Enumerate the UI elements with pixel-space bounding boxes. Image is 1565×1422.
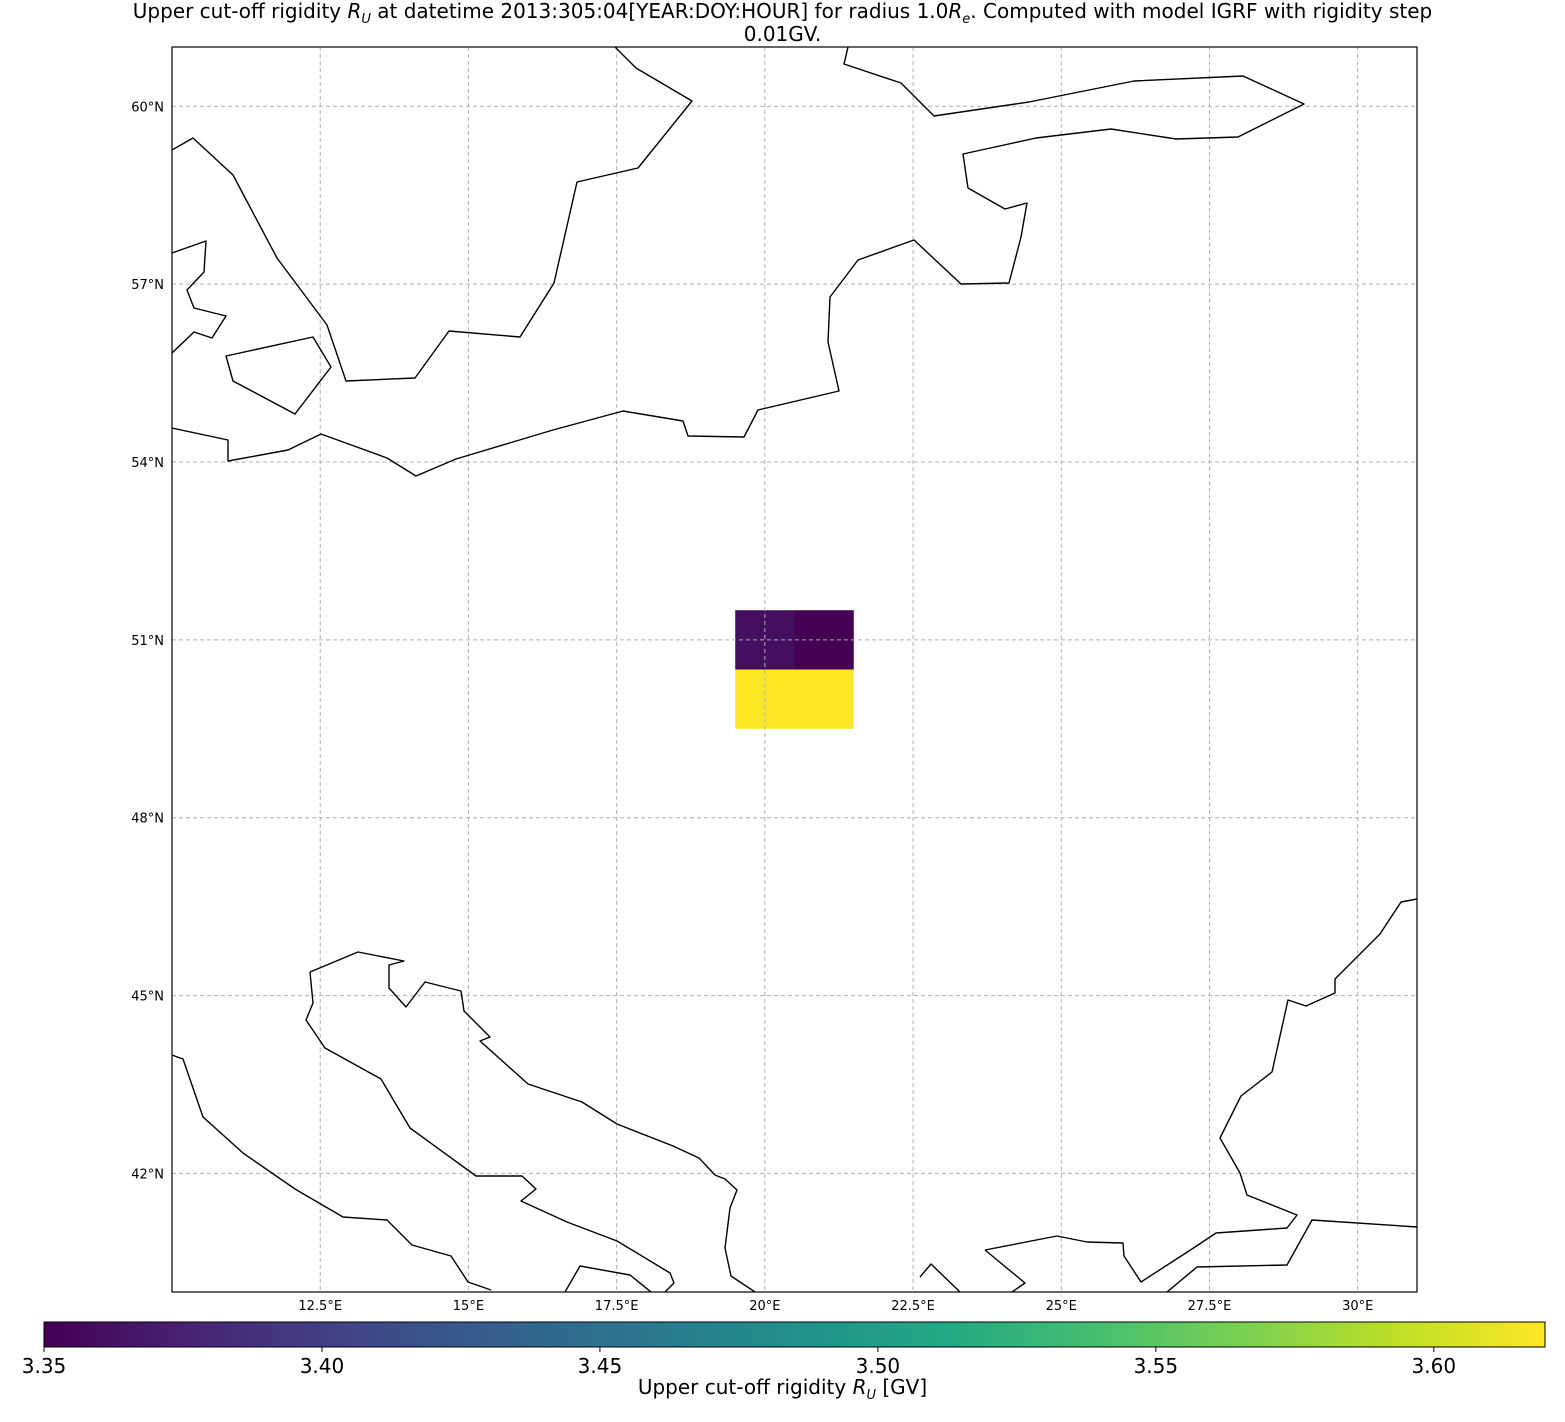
lat-tick-label: 45°N <box>131 990 164 1005</box>
colorbar-tick-label: 3.50 <box>856 1354 901 1378</box>
lat-tick-label: 57°N <box>131 278 164 293</box>
coastline-baltic-south <box>172 47 1305 477</box>
lat-tick-label: 51°N <box>131 634 164 649</box>
coastline-aegean <box>984 898 1417 1283</box>
coastlines <box>172 47 1417 1292</box>
colorbar-tick-label: 3.35 <box>22 1354 67 1378</box>
coastline-turkey <box>1166 1219 1417 1292</box>
lat-tick-label: 60°N <box>131 100 164 115</box>
lat-tick-label: 54°N <box>131 456 164 471</box>
colorbar-tick-label: 3.45 <box>578 1354 623 1378</box>
lon-tick-label: 17.5°E <box>595 1299 639 1314</box>
lon-tick-label: 15°E <box>453 1299 484 1314</box>
coastline-island <box>225 336 332 415</box>
colorbar <box>43 1321 1546 1348</box>
longitude-tick-labels: 12.5°E 15°E 17.5°E 20°E 22.5°E 25°E 27.5°E 30°E <box>298 1299 1373 1314</box>
colorbar-tick-label: 3.55 <box>1134 1354 1179 1378</box>
lat-tick-label: 42°N <box>131 1167 164 1182</box>
colorbar-tick-label: 3.40 <box>300 1354 345 1378</box>
coastline-albania <box>564 1265 652 1292</box>
chart-title: Upper cut-off rigidity RU at datetime 20… <box>132 0 1433 27</box>
chart-title-line2: 0.01GV. <box>743 22 822 46</box>
lon-tick-label: 30°E <box>1342 1299 1373 1314</box>
lon-tick-label: 27.5°E <box>1188 1299 1232 1314</box>
lon-tick-label: 12.5°E <box>298 1299 342 1314</box>
heatmap-cell-3 <box>794 669 854 729</box>
coastline-italy-east <box>172 1054 492 1291</box>
lat-tick-label: 48°N <box>131 812 164 827</box>
coastline-scandinavia-west <box>172 47 693 382</box>
lon-tick-label: 25°E <box>1046 1299 1077 1314</box>
lon-tick-label: 22.5°E <box>891 1299 935 1314</box>
map-frame <box>171 46 1418 1293</box>
gridlines <box>172 47 1417 1292</box>
coastline-greece-north <box>919 1263 961 1292</box>
coastline-italy-north <box>305 971 675 1292</box>
colorbar-tick-label: 3.60 <box>1412 1354 1457 1378</box>
coastline-black-sea-south <box>984 1249 1026 1292</box>
colorbar-ticks: 3.35 3.40 3.45 3.50 3.55 3.60 <box>22 1347 1456 1378</box>
latitude-tick-labels: 60°N 57°N 54°N 51°N 48°N 45°N 42°N <box>131 100 164 1182</box>
heatmap-cell-0 <box>735 610 795 670</box>
colorbar-label: Upper cut-off rigidity RU [GV] <box>637 1375 928 1403</box>
coastline-sweden-south <box>172 240 227 354</box>
heatmap-cells <box>735 610 854 729</box>
lon-tick-label: 20°E <box>749 1299 780 1314</box>
coastline-adriatic <box>309 951 756 1292</box>
